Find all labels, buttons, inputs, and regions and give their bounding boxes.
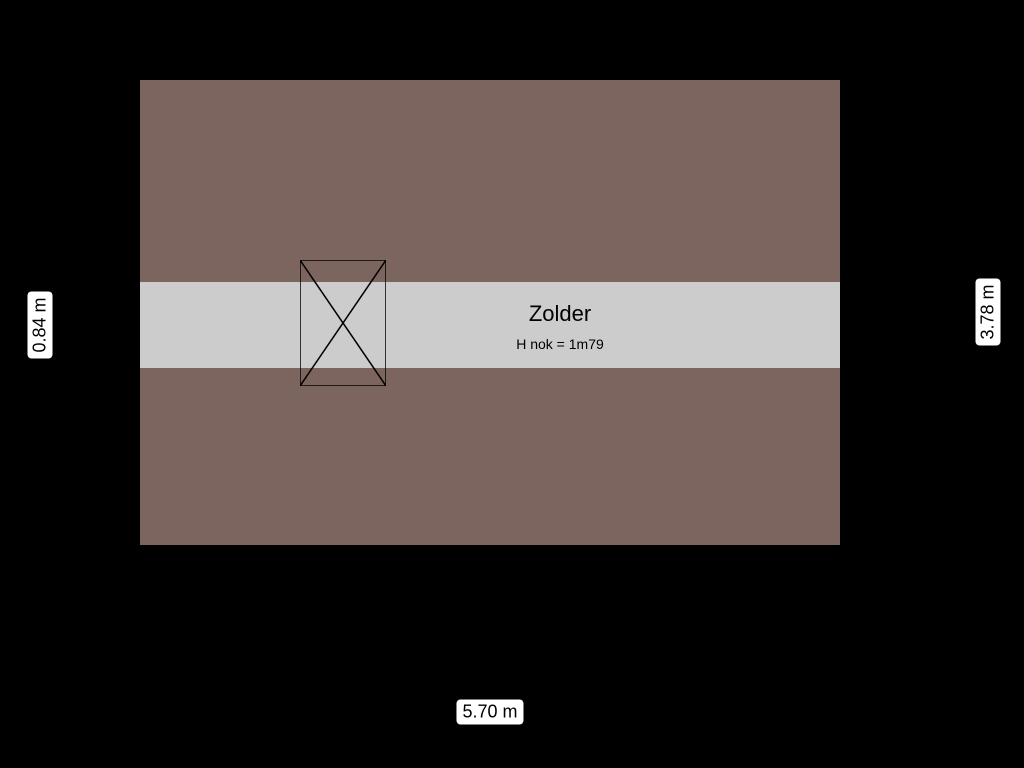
dimension-left: 0.84 m [28,291,53,358]
room-title: Zolder [529,301,591,327]
dimension-right: 3.78 m [976,278,1001,345]
room-subtitle: H nok = 1m79 [516,336,604,352]
plan-ridge-band [140,282,840,368]
roof-hatch [300,260,386,386]
dimension-bottom: 5.70 m [456,700,523,725]
floor-plan-canvas: Zolder H nok = 1m79 0.84 m 3.78 m 5.70 m [0,0,1024,768]
